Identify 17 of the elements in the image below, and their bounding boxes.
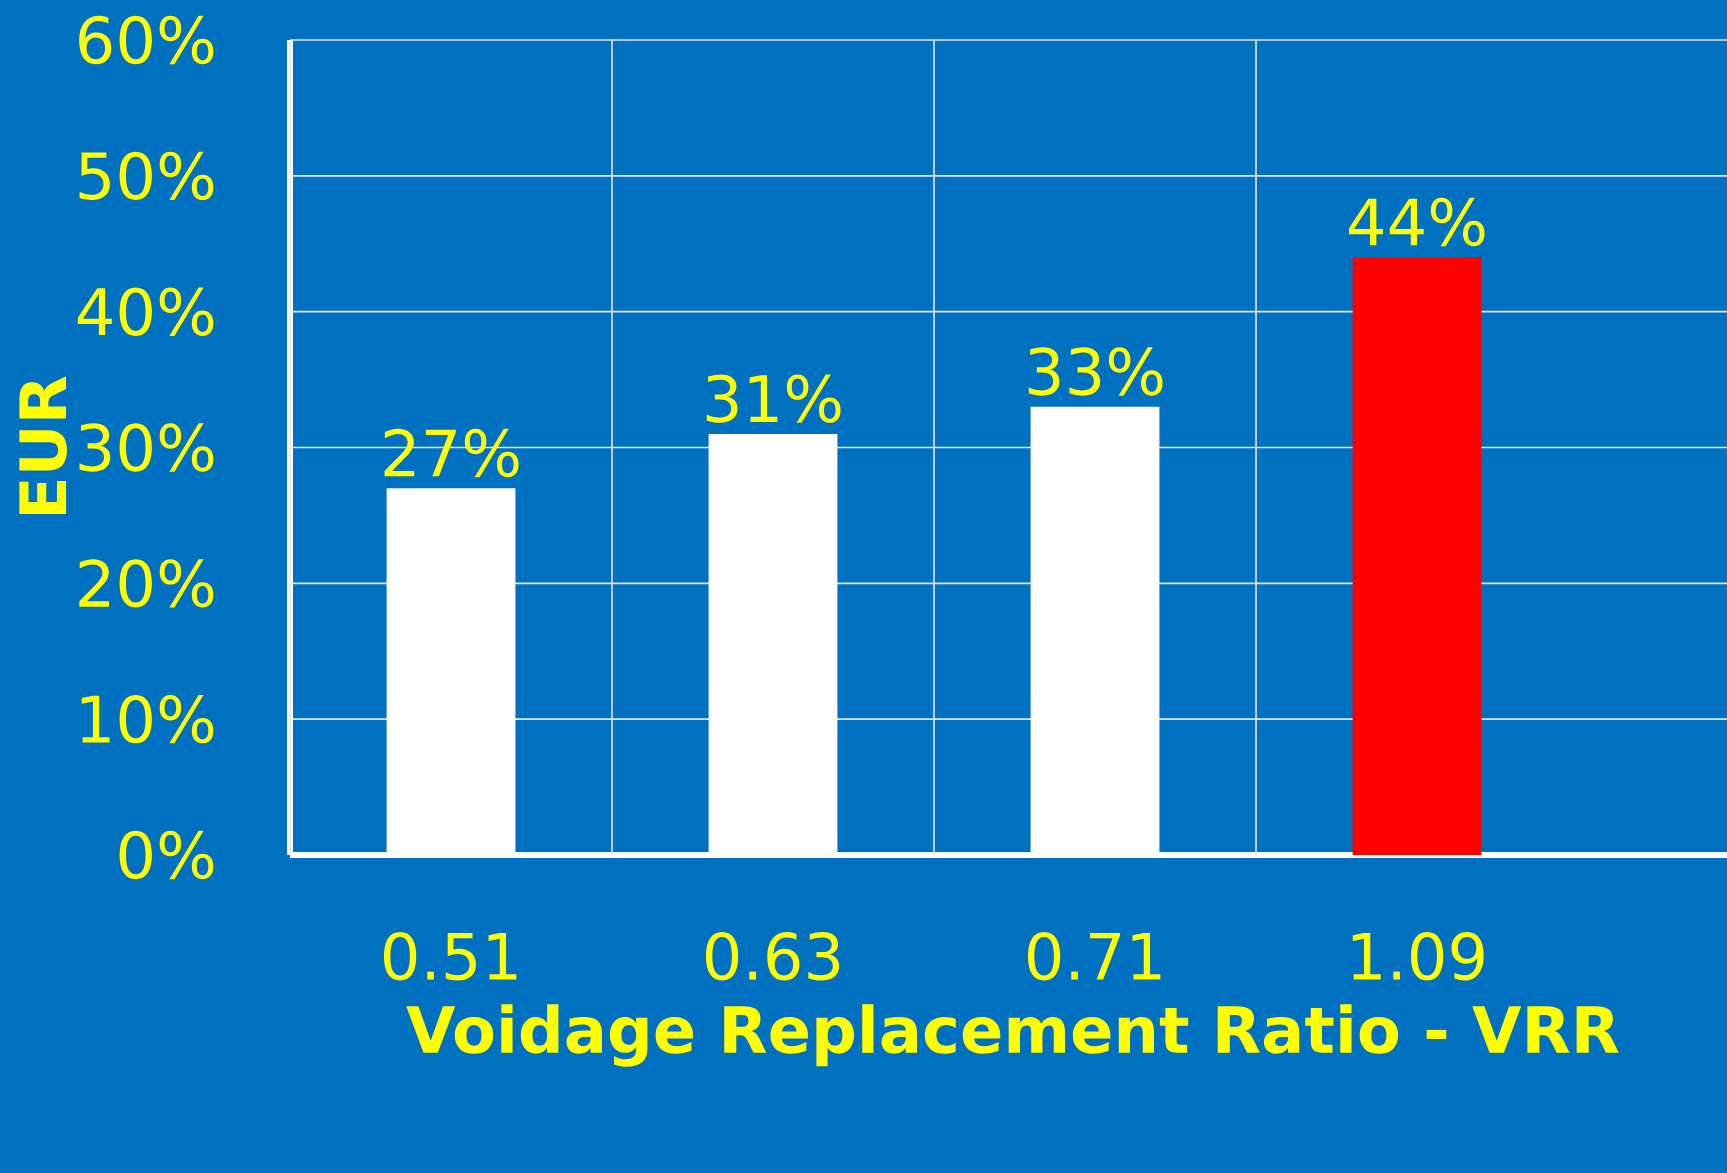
y-tick-label: 10% xyxy=(81,694,214,744)
x-tick-label: 0.63 xyxy=(705,932,840,981)
x-tick-label: 0.71 xyxy=(1027,932,1161,981)
y-tick-label: 40% xyxy=(77,287,214,336)
bar xyxy=(1352,257,1482,855)
x-tick-label: 1.09 xyxy=(1352,932,1484,981)
y-axis-title: EUR xyxy=(19,376,67,515)
data-label: 44% xyxy=(1349,197,1485,247)
y-tick-label: 20% xyxy=(79,559,214,608)
y-tick-label: 30% xyxy=(79,423,214,472)
y-tick-label: 50% xyxy=(79,151,214,201)
data-label: 31% xyxy=(706,374,841,423)
data-label: 33% xyxy=(1028,347,1163,396)
x-axis-title: Voidage Replacement Ratio - VRR xyxy=(406,1004,1619,1067)
y-tick-label: 0% xyxy=(119,830,214,880)
y-tick-label: 60% xyxy=(79,15,214,65)
x-tick-label: 0.51 xyxy=(383,932,517,981)
